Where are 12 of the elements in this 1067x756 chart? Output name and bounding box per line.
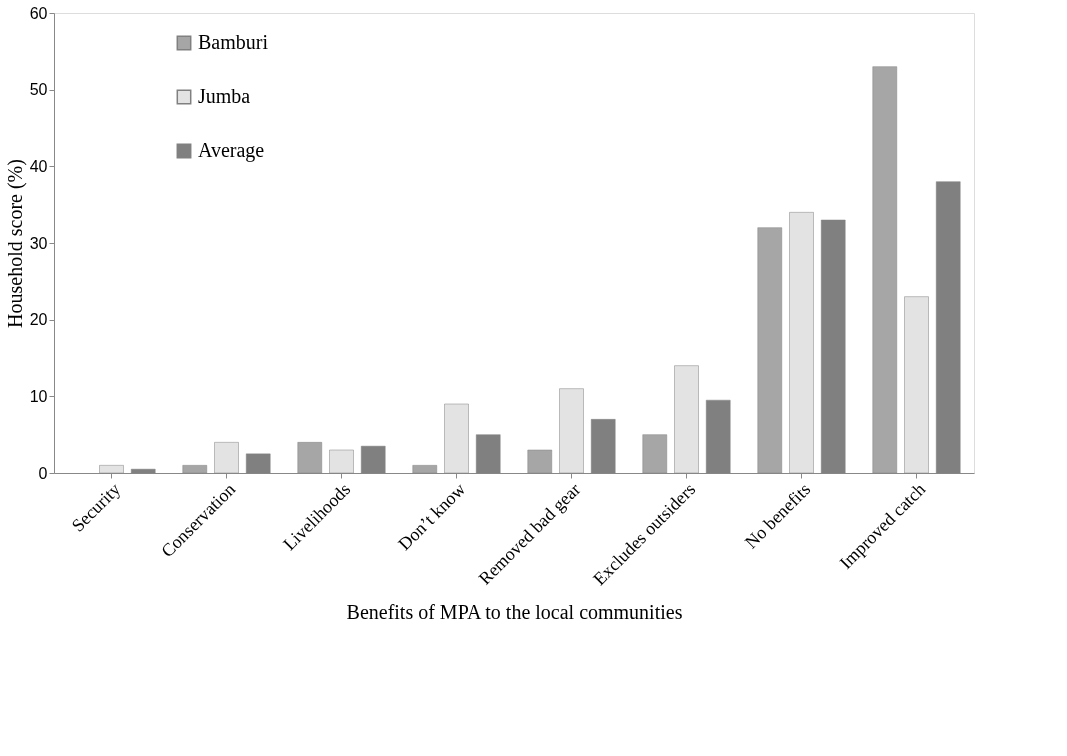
legend-label: Average — [198, 139, 265, 162]
x-axis-title: Benefits of MPA to the local communities — [346, 601, 683, 624]
y-tick-label: 50 — [29, 81, 48, 99]
y-tick-label: 0 — [38, 464, 48, 482]
y-tick-label: 30 — [29, 234, 48, 252]
legend-label: Bamburi — [198, 31, 269, 53]
y-tick-label: 40 — [29, 157, 48, 175]
y-tick-label: 10 — [29, 387, 48, 405]
y-tick-label: 60 — [29, 4, 48, 22]
legend-label: Jumba — [198, 85, 251, 107]
y-tick-label: 20 — [29, 311, 48, 329]
y-axis-title: Household score (%) — [3, 159, 27, 328]
